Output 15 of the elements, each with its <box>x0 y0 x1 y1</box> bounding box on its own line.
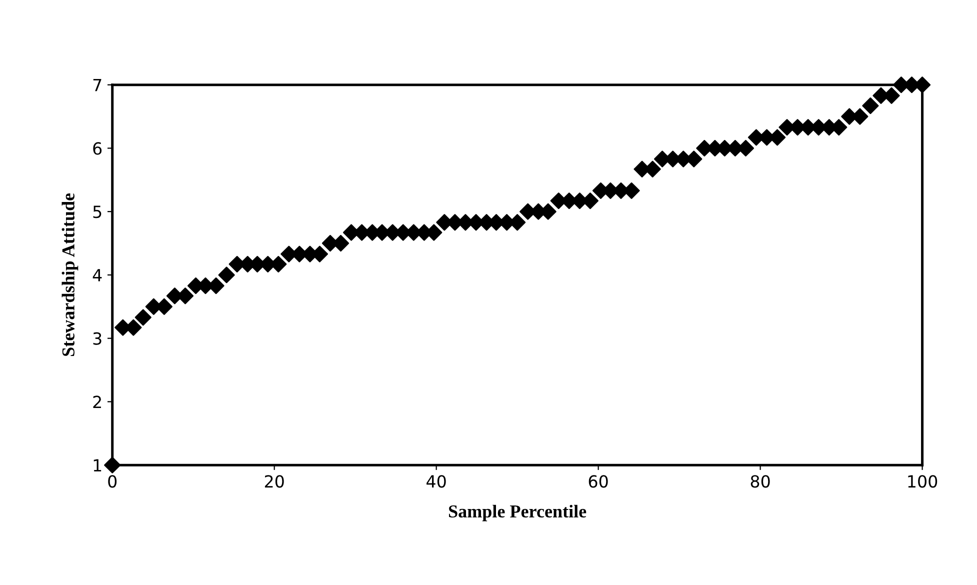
x-tick-label: 20 <box>264 475 284 488</box>
y-tick-label: 7 <box>93 79 102 92</box>
x-tick-label: 40 <box>426 475 446 488</box>
y-tick-label: 6 <box>93 142 102 155</box>
x-tick-label: 60 <box>588 475 608 488</box>
x-tick-label: 100 <box>908 475 938 488</box>
y-tick-label: 2 <box>93 396 101 408</box>
y-tick-label: 1 <box>94 459 102 472</box>
x-tick-label: 80 <box>750 475 770 488</box>
x-axis-title: Sample Percentile <box>449 504 586 522</box>
y-tick-label: 3 <box>93 332 102 345</box>
y-tick-label: 4 <box>92 269 102 282</box>
x-tick-label: 0 <box>108 475 117 488</box>
y-axis-title: Stewardship Attitude <box>62 193 78 356</box>
y-tick-label: 5 <box>93 206 102 218</box>
